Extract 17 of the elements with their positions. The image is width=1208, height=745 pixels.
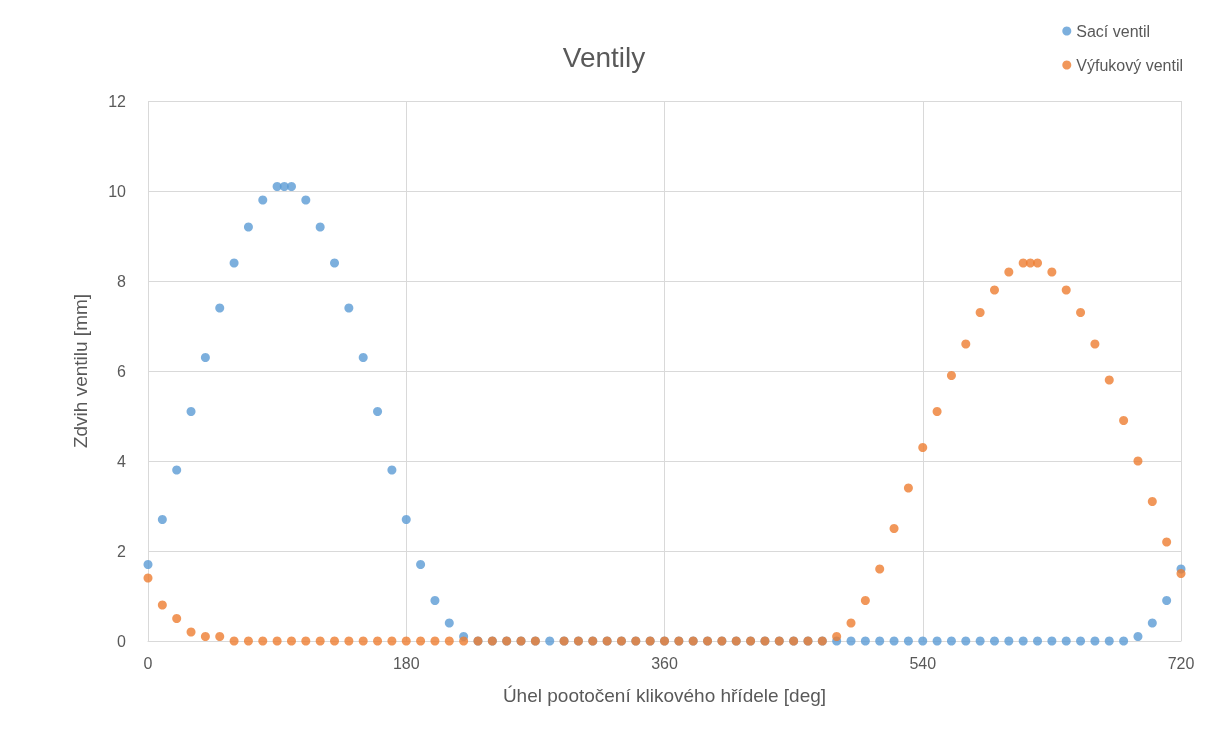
y-tick-label: 2	[117, 542, 127, 560]
y-tick-label: 4	[117, 452, 127, 470]
y-tick-label: 12	[108, 92, 127, 110]
y-axis-title: Zdvih ventilu [mm]	[70, 293, 91, 449]
x-tick-label: 180	[392, 654, 420, 672]
x-tick-label: 540	[909, 654, 937, 672]
y-tick-label: 0	[117, 632, 127, 650]
legend-label: Sací ventil	[1076, 22, 1151, 40]
x-tick-label: 360	[651, 654, 678, 672]
chart-title: Ventily	[562, 41, 646, 73]
x-axis-title: Úhel pootočení klikového hřídele [deg]	[502, 685, 827, 706]
legend-label: Výfukový ventil	[1076, 56, 1184, 74]
x-tick-label: 720	[1167, 654, 1195, 672]
x-tick-label: 0	[143, 654, 153, 672]
y-tick-label: 10	[108, 182, 127, 200]
y-tick-label: 6	[117, 362, 127, 380]
y-tick-label: 8	[117, 272, 127, 290]
